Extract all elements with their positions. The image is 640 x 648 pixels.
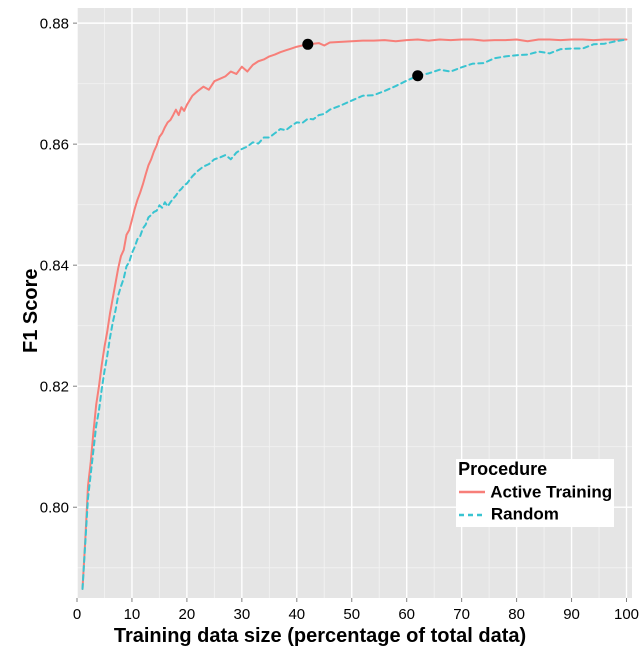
legend-items: Active Training Random [458,482,612,525]
x-tick-label: 80 [508,606,525,623]
y-tick-label: 0.86 [40,136,69,153]
marker-point [412,70,423,81]
y-axis-title: F1 Score [20,269,43,353]
line-chart: 0 10 20 30 40 50 60 70 80 90 100 0.80 0.82 0.84 0.86 0.… [0,0,640,646]
legend-title: Procedure [458,459,612,480]
legend-label-random: Random [486,505,559,524]
x-tick-label: 100 [614,606,639,623]
x-tick-label: 90 [563,606,580,623]
legend-item-active: Active Training [458,482,612,503]
legend: Procedure Active Training Random [456,459,614,527]
legend-label-active: Active Training [486,482,612,501]
y-tick-label: 0.80 [40,499,69,516]
y-tick-label: 0.82 [40,378,69,395]
chart-svg: 0 10 20 30 40 50 60 70 80 90 100 0.80 0.82 0.84 0.86 0.… [0,0,640,646]
marker-point [302,39,313,50]
x-axis-title: Training data size (percentage of total … [0,625,640,648]
x-tick-label: 70 [453,606,470,623]
legend-swatch-active [458,485,486,499]
x-tick-label: 40 [288,606,305,623]
x-tick-label: 10 [124,606,141,623]
x-tick-label: 0 [73,606,81,623]
x-tick-label: 20 [179,606,196,623]
x-tick-label: 50 [343,606,360,623]
y-tick-label: 0.84 [40,257,69,274]
legend-swatch-random [458,508,486,522]
x-tick-label: 60 [398,606,415,623]
y-tick-label: 0.88 [40,15,69,32]
x-tick-label: 30 [234,606,251,623]
legend-item-random: Random [458,504,612,525]
